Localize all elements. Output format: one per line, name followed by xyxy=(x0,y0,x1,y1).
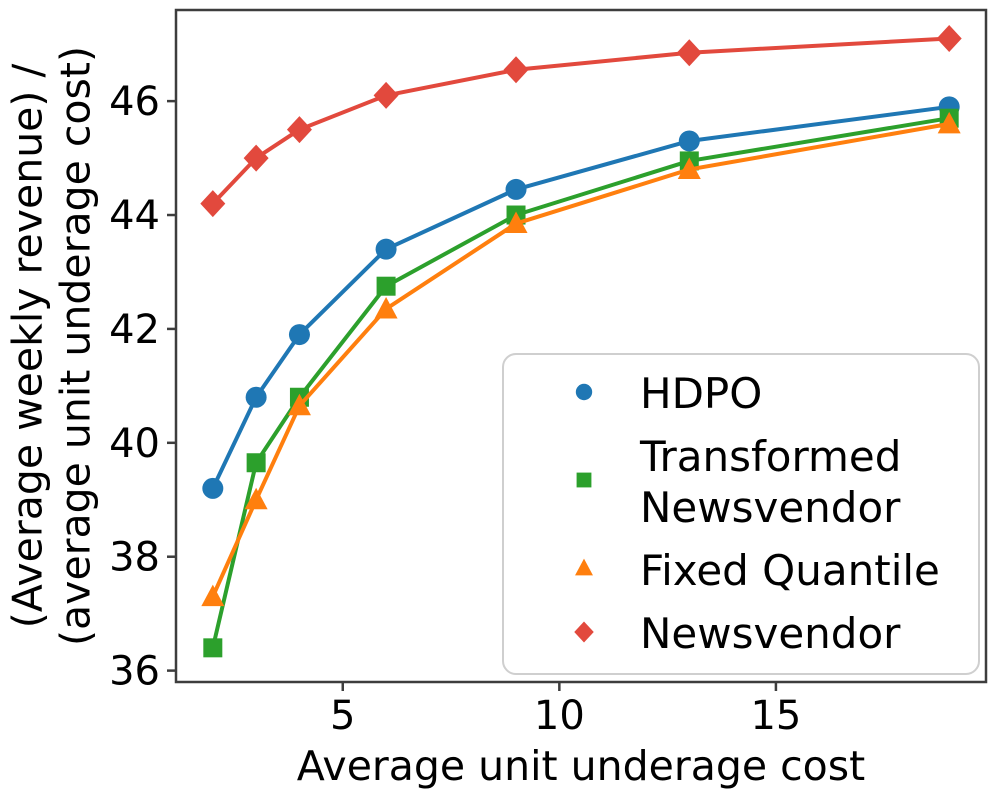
legend: HDPO Transformed Newsvendor Fixed Quantile N… xyxy=(502,353,980,675)
marker-fixed-quantile xyxy=(504,211,528,234)
legend-label-line: Newsvendor xyxy=(640,609,901,659)
marker-fixed-quantile xyxy=(244,487,268,510)
legend-label-transformed-newsvendor: Transformed Newsvendor xyxy=(640,431,901,533)
diamond-marker-icon xyxy=(574,621,594,643)
legend-label-line: Transformed xyxy=(640,431,902,481)
legend-item-fixed-quantile: Fixed Quantile xyxy=(522,543,960,597)
legend-marker-hdpo xyxy=(575,383,593,401)
y-tick-label-36: 36 xyxy=(109,649,160,695)
y-axis-label-line-1: (Average weekly revenue) / xyxy=(3,63,52,629)
y-tick-label-42: 42 xyxy=(109,307,160,353)
marker-transformed-newsvendor xyxy=(203,638,223,658)
legend-marker-cell xyxy=(522,607,640,661)
marker-fixed-quantile xyxy=(677,157,701,179)
legend-label-newsvendor: Newsvendor xyxy=(640,608,900,659)
legend-marker-cell xyxy=(522,367,640,421)
marker-newsvendor xyxy=(503,56,529,84)
marker-fixed-quantile xyxy=(374,296,398,319)
legend-marker-newsvendor xyxy=(574,621,594,643)
legend-marker-transformed-newsvendor xyxy=(576,472,592,488)
marker-fixed-quantile xyxy=(287,393,311,416)
marker-fixed-quantile xyxy=(937,111,961,134)
marker-newsvendor xyxy=(243,144,269,172)
marker-newsvendor xyxy=(676,39,702,67)
x-tick-label-10: 10 xyxy=(534,693,585,739)
marker-newsvendor xyxy=(936,24,962,52)
plot-border xyxy=(174,8,988,684)
marker-newsvendor xyxy=(200,190,226,218)
legend-label-line: HDPO xyxy=(640,369,763,419)
square-marker-icon xyxy=(576,472,592,488)
marker-fixed-quantile xyxy=(201,584,225,607)
legend-item-newsvendor: Newsvendor xyxy=(522,607,960,661)
marker-newsvendor xyxy=(373,81,399,109)
x-axis-label: Average unit underage cost xyxy=(296,742,866,790)
y-tick-label-40: 40 xyxy=(109,421,160,467)
x-tick-label-15: 15 xyxy=(750,693,801,739)
marker-hdpo xyxy=(245,386,267,408)
legend-marker-cell xyxy=(522,543,640,597)
legend-label-hdpo: HDPO xyxy=(640,368,762,419)
x-tick-label-5: 5 xyxy=(330,693,355,739)
y-tick-label-44: 44 xyxy=(109,193,160,239)
legend-marker-cell xyxy=(522,455,640,509)
marker-hdpo xyxy=(375,238,397,260)
legend-marker-fixed-quantile xyxy=(575,558,593,576)
marker-newsvendor xyxy=(286,116,312,144)
marker-hdpo xyxy=(202,477,224,499)
legend-label-fixed-quantile: Fixed Quantile xyxy=(640,545,940,596)
triangle-marker-icon xyxy=(575,558,593,576)
y-axis-label-line-2: (average unit underage cost) xyxy=(52,46,100,646)
legend-label-line: Newsvendor xyxy=(640,483,901,533)
y-tick-label-38: 38 xyxy=(109,535,160,581)
marker-hdpo xyxy=(288,324,310,346)
circle-marker-icon xyxy=(575,383,593,401)
legend-label-line: Fixed Quantile xyxy=(640,545,940,595)
legend-item-hdpo: HDPO xyxy=(522,367,960,421)
legend-item-transformed-newsvendor: Transformed Newsvendor xyxy=(522,431,960,533)
marker-hdpo xyxy=(678,130,700,152)
marker-hdpo xyxy=(505,178,527,200)
y-tick-label-46: 46 xyxy=(109,79,160,125)
y-axis-label: (Average weekly revenue) / (average unit… xyxy=(4,46,101,646)
marker-transformed-newsvendor xyxy=(376,276,396,296)
marker-transformed-newsvendor xyxy=(246,453,266,473)
